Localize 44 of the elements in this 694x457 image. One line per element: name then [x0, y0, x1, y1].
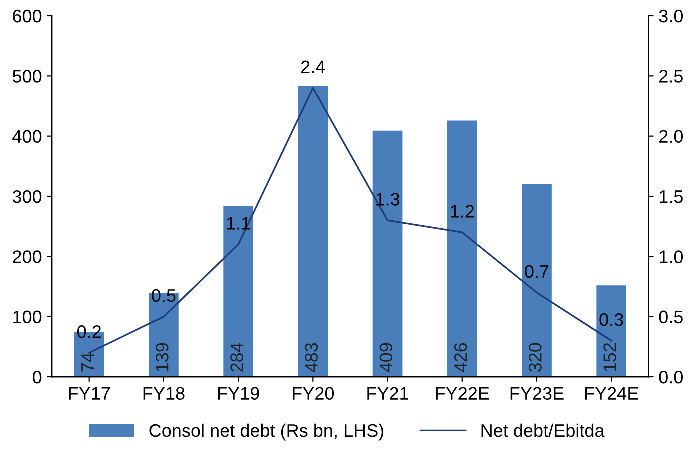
y-tick-label: 500 [12, 70, 42, 83]
x-tick-label: FY17 [69, 387, 110, 400]
y-tick-label: 200 [13, 250, 42, 264]
x-tick-label: FY22E [436, 387, 490, 400]
bar [224, 206, 254, 378]
x-tick-label: FY21 [368, 387, 408, 400]
legend-label: Consol net debt (Rs bn, LHS) [150, 424, 384, 441]
bar [522, 184, 552, 378]
legend-label: Net debt/Ebitda [482, 424, 605, 438]
data-label: 1.1 [227, 217, 250, 230]
y2-tick-label: 1.5 [660, 190, 683, 204]
y2-tick-label: 0.0 [659, 370, 684, 384]
x-tick-label: FY19 [218, 387, 260, 400]
data-label: 0.3 [600, 313, 624, 326]
data-label: 483 [305, 343, 318, 372]
y-tick-label: 600 [13, 10, 42, 23]
y2-tick-label: 2.0 [660, 130, 684, 144]
bar [298, 86, 328, 378]
data-label: 409 [380, 343, 393, 372]
x-tick-label: FY20 [293, 387, 334, 400]
data-label: 0.7 [525, 265, 549, 278]
y-tick-label: 100 [14, 310, 42, 324]
y2-tick-label: 1.0 [660, 250, 684, 264]
y2-tick-label: 0.5 [659, 310, 683, 324]
bar [372, 130, 403, 378]
data-label: 152 [604, 343, 616, 372]
data-label: 1.3 [376, 193, 400, 206]
data-label: 74 [82, 353, 94, 372]
bar [596, 286, 627, 378]
x-tick-label: FY18 [144, 387, 185, 400]
data-label: 1.2 [451, 205, 474, 218]
x-tick-label: FY24E [585, 387, 638, 400]
x-tick-label: FY23E [510, 387, 564, 400]
y-tick-label: 0 [32, 370, 42, 384]
y2-tick-label: 2.5 [660, 70, 683, 83]
y2-tick-label: 3.0 [659, 10, 684, 23]
data-label: 426 [454, 343, 468, 372]
data-label: 284 [230, 343, 244, 372]
data-label: 2.4 [302, 60, 326, 74]
data-label: 320 [529, 343, 542, 372]
data-label: 139 [156, 343, 169, 372]
bar [447, 120, 478, 378]
y-tick-label: 400 [12, 130, 42, 144]
y-tick-label: 300 [12, 190, 42, 204]
